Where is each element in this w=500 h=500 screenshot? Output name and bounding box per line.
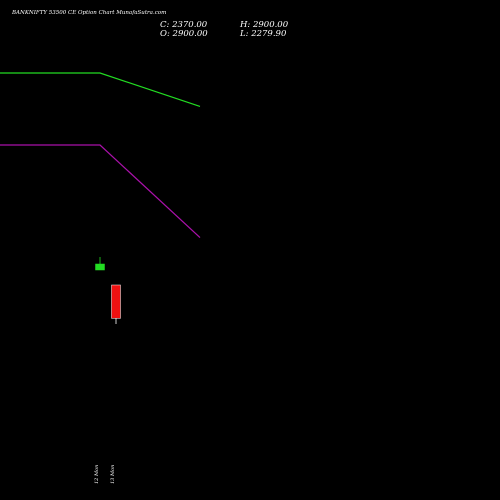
low-value: L: 2279.90 [240,29,287,39]
open-value: O: 2900.00 [160,29,208,39]
candle-body-1 [95,263,105,271]
indicator-line-1 [0,72,201,107]
x-tick-label: 12 Mon [94,465,100,484]
chart-title: BANKNIFTY 53500 CE Option Chart MunafaSu… [12,10,167,16]
candle-body-2 [111,284,121,319]
high-value: H: 2900.00 [240,20,289,30]
x-tick-label: 13 Mon [110,465,116,484]
indicator-line-2 [0,144,201,239]
close-value: C: 2370.00 [160,20,208,30]
